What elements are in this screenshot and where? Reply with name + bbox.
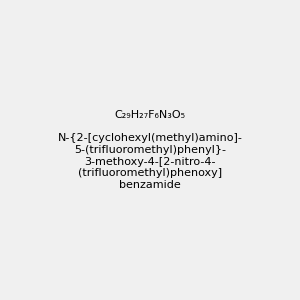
Text: C₂₉H₂₇F₆N₃O₅

N-{2-[cyclohexyl(methyl)amino]-
5-(trifluoromethyl)phenyl}-
3-meth: C₂₉H₂₇F₆N₃O₅ N-{2-[cyclohexyl(methyl)ami… xyxy=(58,110,242,190)
